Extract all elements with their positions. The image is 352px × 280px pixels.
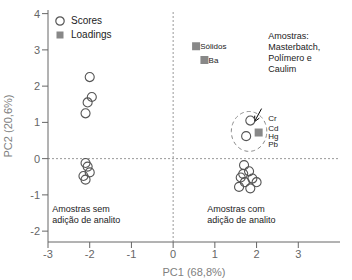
svg-text:3: 3 [295, 248, 301, 260]
svg-text:Hg: Hg [268, 131, 279, 141]
svg-text:-2: -2 [85, 248, 95, 260]
svg-text:1: 1 [34, 116, 40, 128]
svg-text:Amostras comadição de analito: Amostras comadição de analito [207, 204, 275, 225]
svg-text:-3: -3 [43, 248, 53, 260]
svg-text:Pb: Pb [268, 140, 278, 149]
svg-text:-1: -1 [127, 248, 137, 260]
svg-text:1: 1 [212, 248, 218, 260]
svg-text:Amostras semadição de analito: Amostras semadição de analito [52, 204, 120, 225]
svg-text:0: 0 [170, 248, 176, 260]
svg-text:3: 3 [34, 44, 40, 56]
svg-text:2: 2 [254, 248, 260, 260]
svg-text:2: 2 [34, 80, 40, 92]
svg-text:Sólidos: Sólidos [200, 42, 226, 51]
svg-text:4: 4 [34, 8, 40, 20]
svg-text:Ba: Ba [209, 56, 219, 65]
svg-text:Amostras:Masterbatch,Polímero: Amostras:Masterbatch,Polímero eCaulim [268, 31, 320, 75]
svg-text:Cr: Cr [268, 114, 277, 123]
svg-text:-2: -2 [30, 225, 40, 237]
svg-text:0: 0 [34, 153, 40, 165]
svg-text:Cd: Cd [268, 123, 279, 133]
html-text:Scores: Scores [71, 15, 103, 26]
svg-text:-1: -1 [30, 189, 40, 201]
html-text:Loadings: Loadings [71, 29, 112, 40]
svg-text:PC1 (68,8%): PC1 (68,8%) [163, 266, 226, 278]
svg-text:PC2 (20,6%): PC2 (20,6%) [2, 95, 14, 158]
